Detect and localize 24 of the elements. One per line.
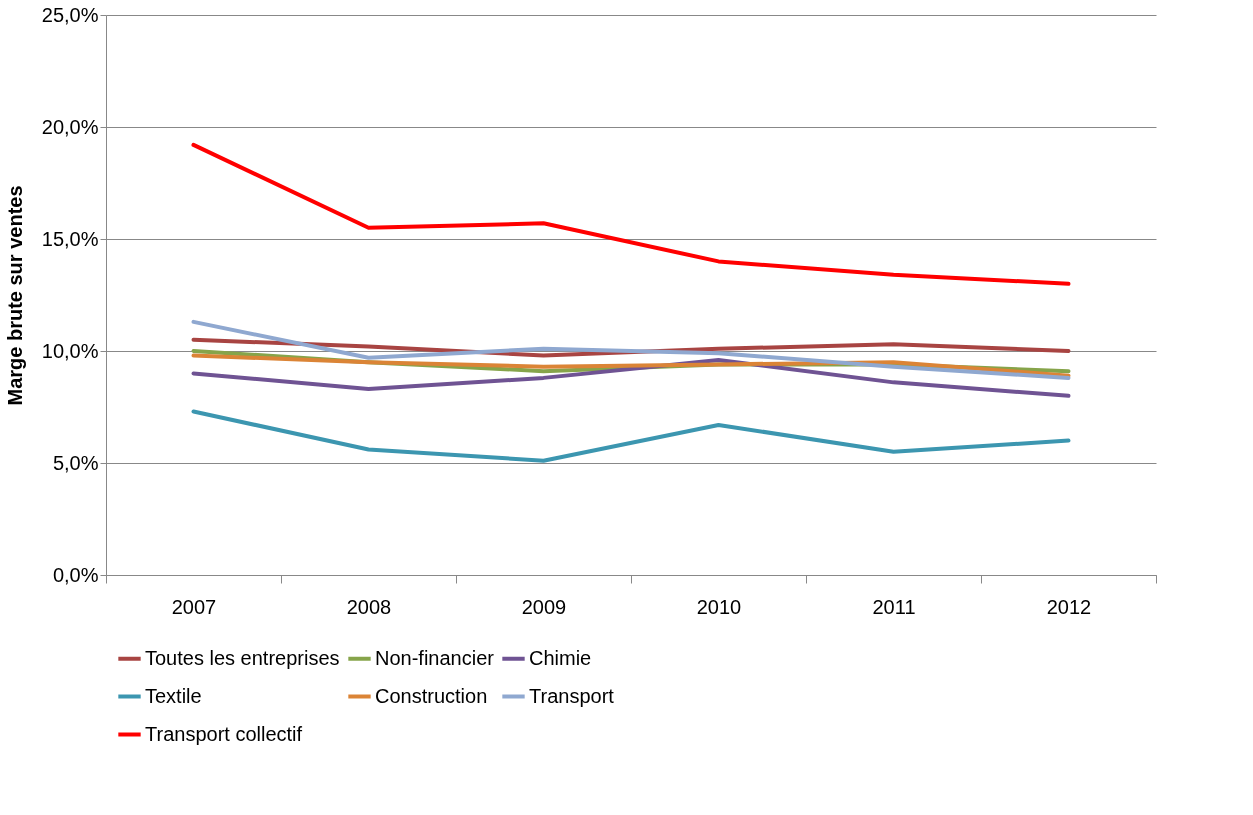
legend-label: Textile [145,684,202,707]
x-tick-label: 2009 [521,595,567,618]
y-tick-label: 15,0% [41,227,99,250]
y-tick-label: 10,0% [41,339,99,362]
x-tick-label: 2011 [872,595,916,618]
line-series [191,409,1071,463]
y-tick-label: 20,0% [41,115,99,138]
x-tick-label: 2012 [1046,595,1092,618]
y-axis-title: Marge brute sur ventes [3,185,26,406]
line-series [191,357,1071,398]
legend-label: Chimie [529,646,592,669]
legend-label: Transport [529,684,615,707]
legend-label: Toutes les entreprises [145,646,340,669]
y-tick-label: 5,0% [52,451,99,474]
line-series [191,319,1071,380]
line-series [191,142,1071,286]
legend-label: Construction [375,684,488,707]
y-tick-label: 25,0% [41,3,99,26]
x-tick-label: 2007 [171,595,217,618]
x-tick-label: 2010 [696,595,742,618]
x-tick-label: 2008 [346,595,392,618]
legend-label: Non-financier [375,646,495,669]
y-tick-label: 0,0% [52,563,99,586]
legend-label: Transport collectif [145,722,303,745]
